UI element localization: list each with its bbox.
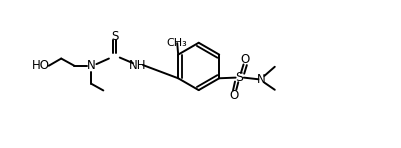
Text: S: S <box>111 30 118 43</box>
Text: O: O <box>240 53 249 66</box>
Text: HO: HO <box>32 59 50 72</box>
Text: N: N <box>87 59 95 72</box>
Text: N: N <box>256 73 265 86</box>
Text: S: S <box>235 71 243 84</box>
Text: NH: NH <box>129 59 146 72</box>
Text: O: O <box>229 89 238 102</box>
Text: CH₃: CH₃ <box>166 38 186 48</box>
